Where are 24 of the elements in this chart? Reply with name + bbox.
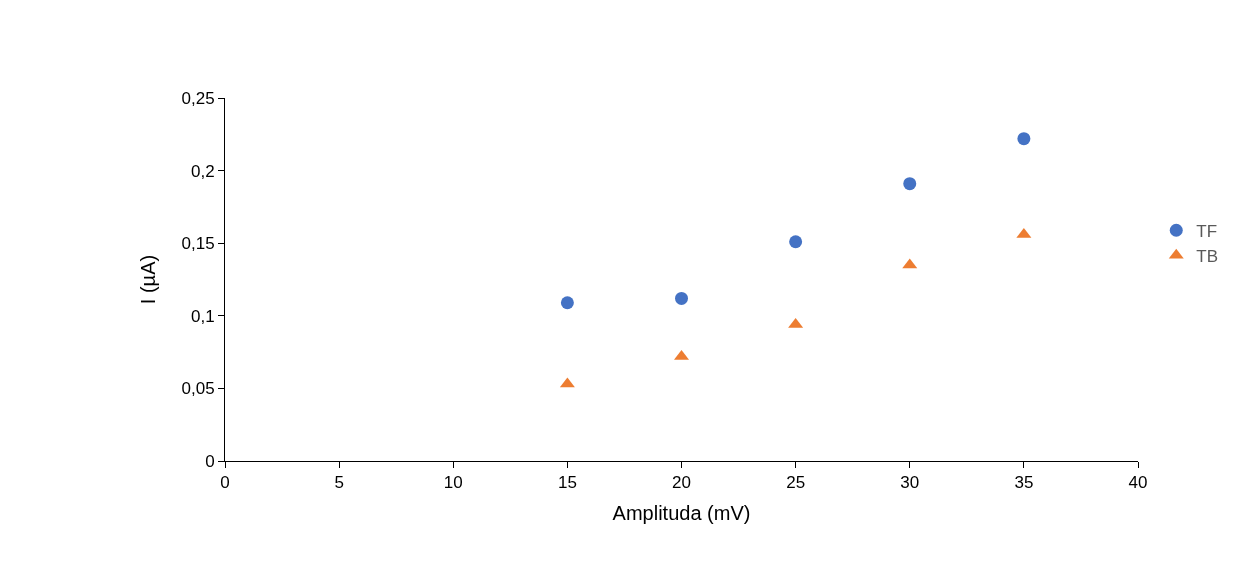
x-tick-label: 25 [786,473,806,493]
point [789,235,803,249]
y-axis-title: I (µA) [137,254,160,305]
x-tick-label: 15 [557,473,577,493]
x-tick-label: 0 [220,473,230,493]
y-tick-label: 0,2 [190,161,215,181]
y-tick-label: 0,1 [190,306,215,326]
legend-label: TB [1196,246,1218,266]
y-tick-label: 0,25 [181,88,215,108]
legend-label: TF [1196,221,1218,241]
y-tick-label: 0 [205,451,215,471]
point [903,177,917,191]
x-tick-label: 30 [900,473,920,493]
x-tick-label: 5 [334,473,344,493]
x-tick-label: 10 [443,473,463,493]
x-axis-title: Amplituda (mV) [612,501,751,524]
point [1017,132,1031,146]
x-tick-label: 35 [1014,473,1034,493]
y-tick-label: 0,05 [181,379,215,399]
y-tick-label: 0,15 [181,234,215,254]
point [675,291,688,305]
point [560,296,574,310]
x-tick-label: 40 [1128,473,1148,493]
x-tick-label: 20 [672,473,691,493]
